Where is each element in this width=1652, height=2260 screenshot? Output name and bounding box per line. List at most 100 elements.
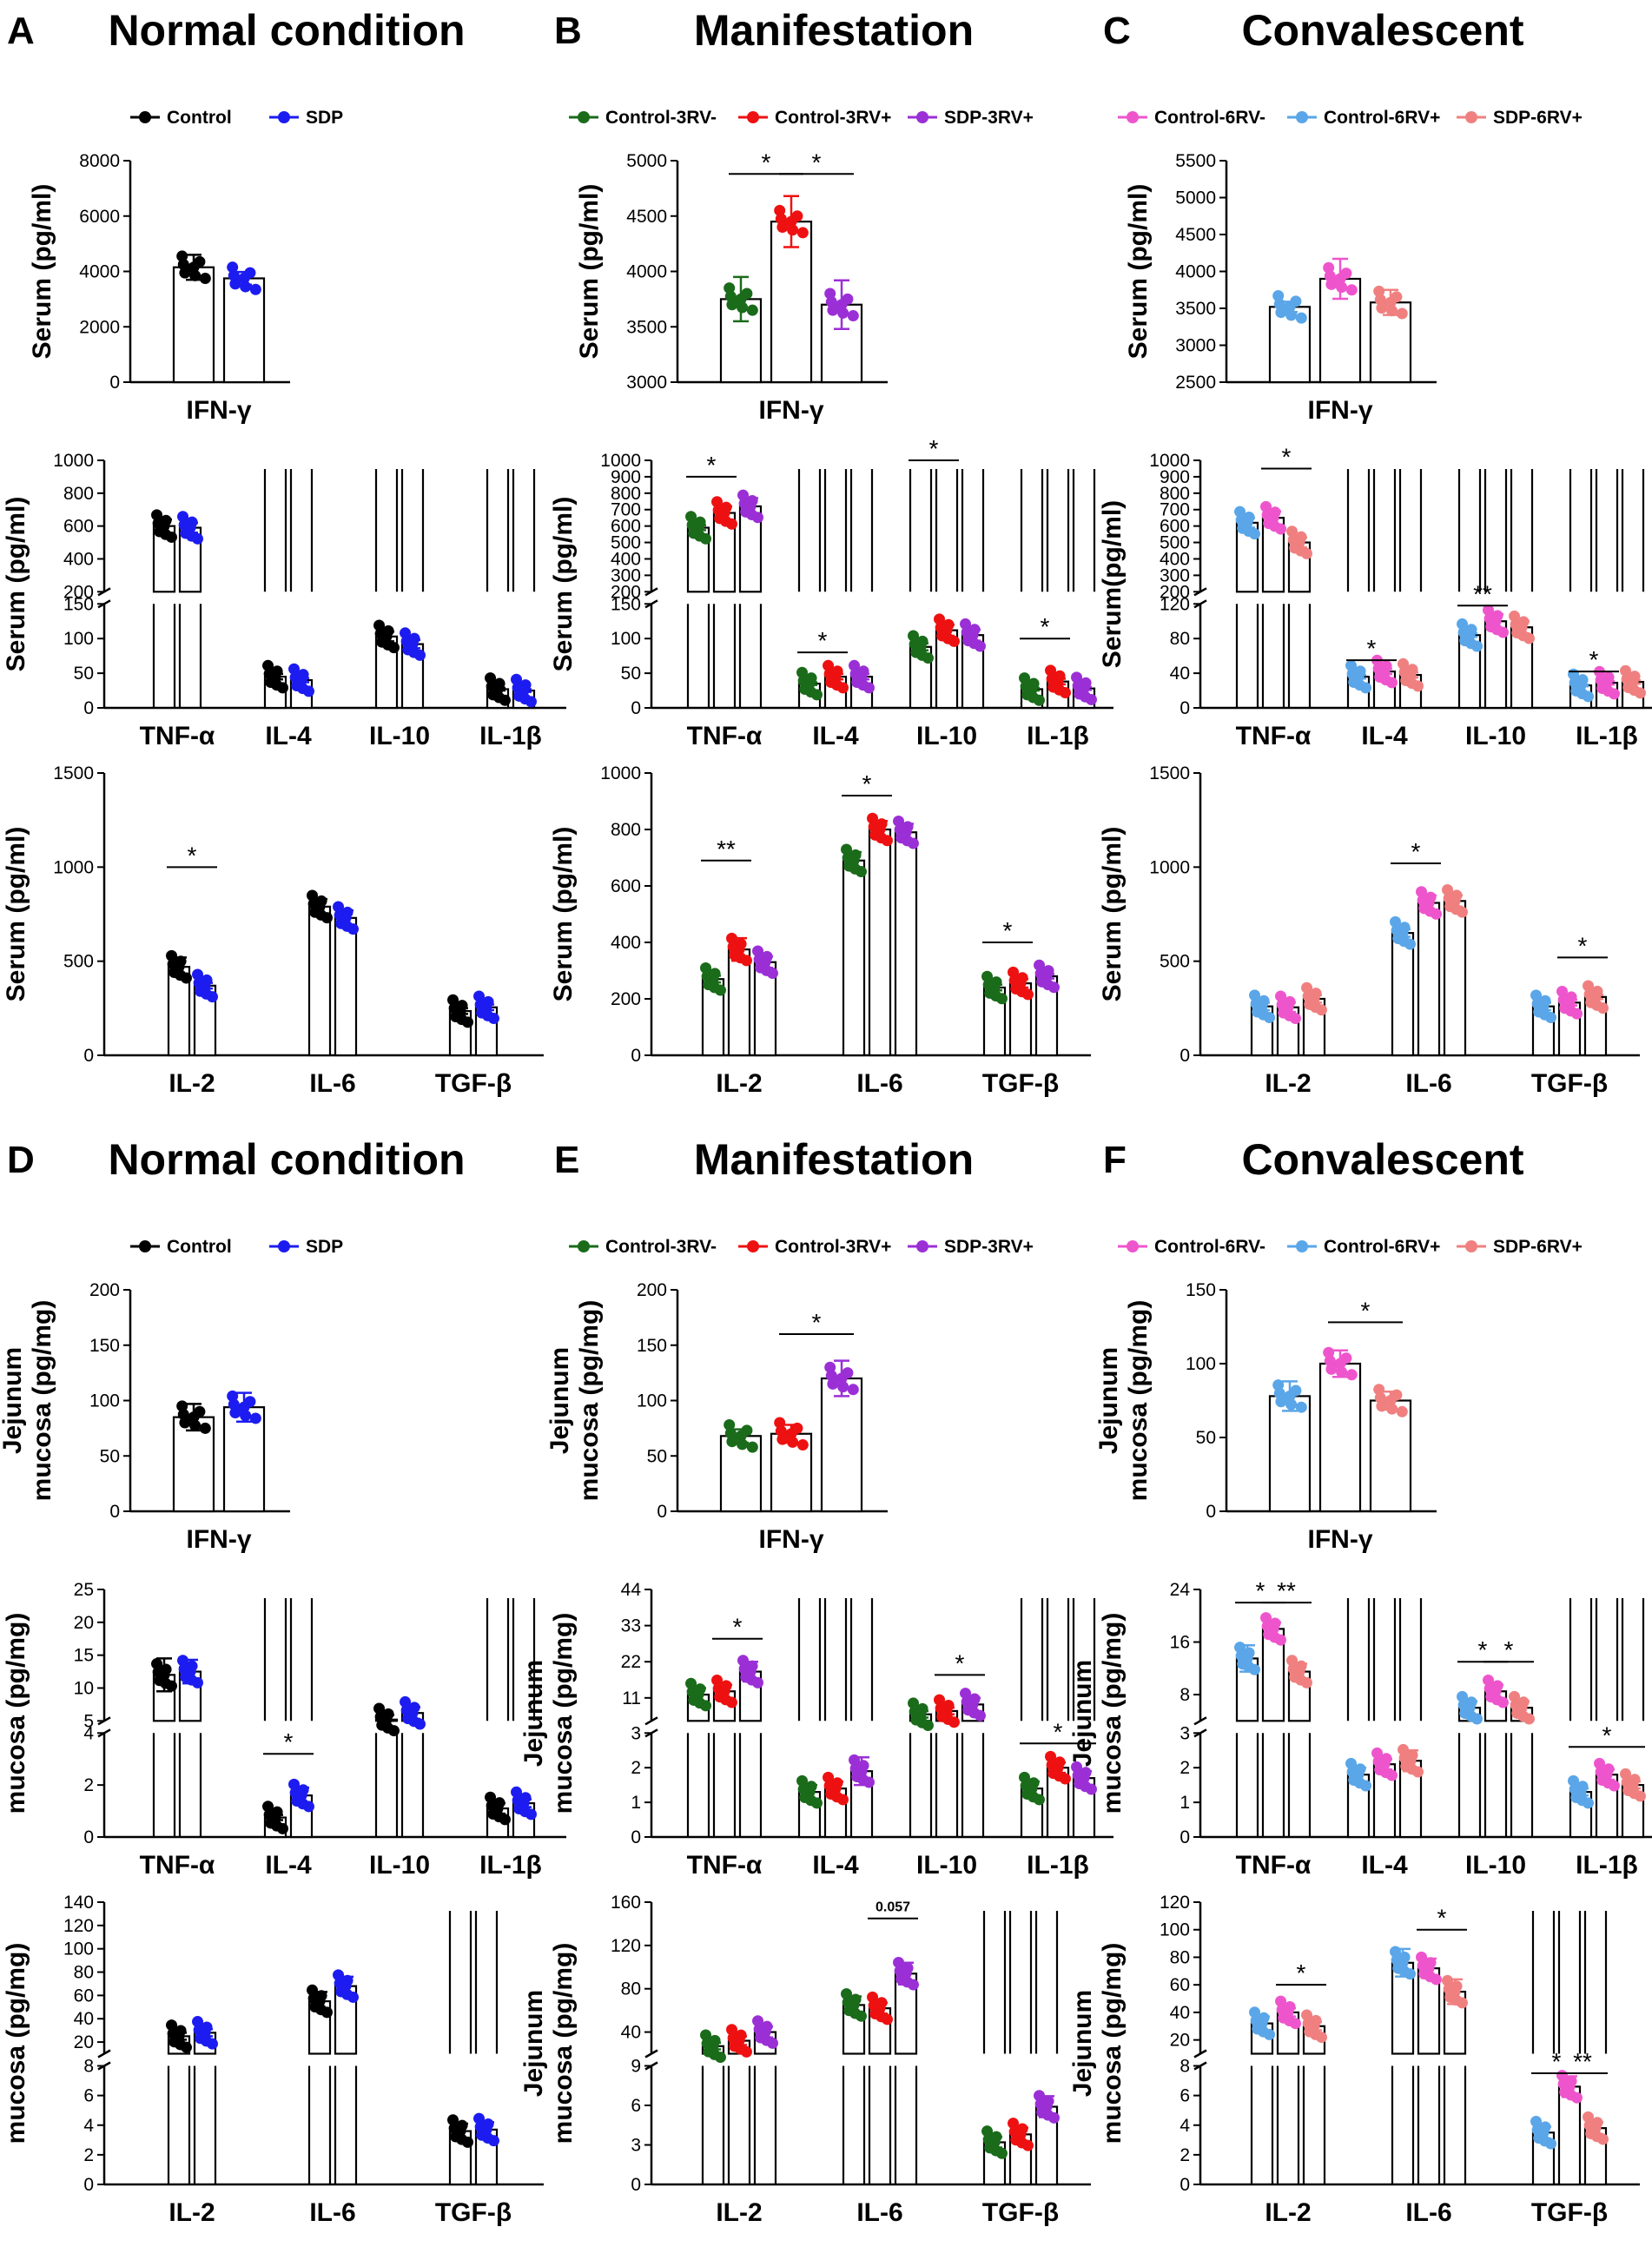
significance-mark: * [955, 1649, 965, 1676]
bar [770, 221, 813, 384]
data-point [227, 261, 239, 274]
data-point [849, 659, 861, 671]
chart-2: 0 500 1000 1500 Serum (pg/ml) IL-2 IL-6 TGF-β * * [1098, 763, 1640, 1098]
y-tick-label: 700 [1160, 500, 1190, 520]
y-tick-label: 2 [83, 1775, 94, 1795]
y-tick-label: 20 [74, 2032, 94, 2052]
data-point [1234, 506, 1246, 518]
y-axis-label: mucosa (pg/mg) [575, 1300, 604, 1502]
y-tick-label: 600 [63, 517, 94, 537]
data-point [746, 495, 758, 507]
data-point [1324, 270, 1336, 282]
y-tick-label: 11 [622, 1688, 641, 1708]
y-axis-label: Jejunum [1068, 1660, 1097, 1767]
data-point [685, 1677, 697, 1689]
y-tick-label: 0 [83, 698, 94, 718]
data-point [1565, 991, 1577, 1003]
data-point [1354, 1763, 1366, 1775]
x-category-label: IL-10 [1465, 722, 1526, 750]
data-point [825, 1370, 837, 1382]
y-tick-label: 5500 [1175, 151, 1216, 171]
data-point [1530, 2115, 1543, 2127]
significance-mark: * [1367, 635, 1377, 662]
y-axis-label: Jejunum [0, 1660, 1, 1767]
y-tick-label: 4000 [1175, 262, 1216, 282]
data-point [229, 1407, 241, 1419]
x-category-label: IL-1β [1027, 722, 1089, 750]
data-point [1583, 980, 1595, 992]
y-tick-label: 4 [83, 1723, 94, 1743]
y-tick-label: 4 [1180, 2116, 1190, 2136]
y-axis-label: Jejunum [519, 1660, 548, 1767]
legend-label: Control-3RV+ [775, 1237, 891, 1257]
y-axis-label: Serum (pg/ml) [2, 497, 30, 672]
data-point [805, 672, 817, 684]
data-point [456, 2119, 468, 2131]
y-tick-label: 4500 [1175, 225, 1216, 245]
y-tick-label: 200 [63, 582, 94, 602]
data-point [199, 273, 211, 285]
data-point [825, 1788, 837, 1801]
data-point [827, 304, 839, 316]
data-point [519, 1792, 532, 1804]
legend-label: SDP-6RV+ [1493, 108, 1583, 128]
data-point [1373, 1384, 1385, 1396]
data-point [1345, 1757, 1358, 1769]
y-tick-label: 4000 [626, 262, 667, 282]
data-point [1424, 891, 1437, 903]
y-tick-label: 120 [1160, 1893, 1190, 1913]
data-point [1336, 1366, 1348, 1378]
data-point [1386, 305, 1398, 317]
legend: Control-3RV- Control-3RV+ SDP-3RV+ [569, 1237, 1034, 1257]
data-point [400, 1695, 412, 1708]
x-category-label: IL-10 [369, 1851, 430, 1880]
y-tick-label: 100 [63, 1940, 94, 1959]
data-point [857, 665, 869, 677]
data-point [189, 269, 202, 281]
y-tick-label: 80 [74, 1963, 94, 1983]
axis-break-mark [97, 2049, 111, 2058]
y-tick-label: 9 [631, 2057, 641, 2077]
y-tick-label: 120 [611, 1936, 641, 1956]
data-point [823, 1771, 835, 1783]
data-point [796, 1774, 809, 1787]
data-point [1019, 672, 1031, 684]
data-point [737, 1438, 749, 1450]
axis-break-mark [1193, 1716, 1207, 1726]
data-point [746, 1441, 758, 1453]
legend-marker [1296, 111, 1308, 123]
y-axis-label: Jejunum [545, 1347, 574, 1454]
data-point [934, 613, 946, 625]
x-category-label: TGF-β [435, 2198, 512, 2227]
panel-title: Convalescent [1241, 1135, 1523, 1184]
x-category-label: TGF-β [1531, 2198, 1608, 2227]
y-tick-label: 0 [1206, 1502, 1216, 1522]
x-category-label: TGF-β [982, 1069, 1059, 1098]
data-point [1340, 1352, 1352, 1365]
data-point [297, 1784, 309, 1796]
panel-letter: D [7, 1139, 35, 1181]
data-point [199, 1422, 211, 1434]
data-point [1008, 2118, 1020, 2130]
data-point [1594, 1757, 1606, 1769]
bar [868, 828, 892, 1057]
y-tick-label: 300 [1160, 565, 1190, 585]
data-point [341, 906, 354, 918]
data-point [176, 250, 188, 262]
chart-0: 0 50 100 150 200 Jejunum mucosa (pg/mg) IFN-γ * [545, 1280, 888, 1554]
data-point [796, 666, 809, 678]
y-tick-label: 3500 [626, 317, 667, 337]
data-point [1398, 922, 1411, 934]
data-point [1556, 986, 1569, 998]
significance-mark: * [812, 1309, 822, 1336]
y-tick-label: 6 [83, 2086, 94, 2106]
data-point [729, 2040, 741, 2052]
data-point [1345, 284, 1358, 296]
legend-label: Control-3RV- [605, 1237, 717, 1257]
x-category-label: IL-6 [856, 2198, 902, 2227]
data-point [1080, 677, 1092, 689]
data-point [1278, 2012, 1290, 2024]
bar [1268, 1395, 1312, 1513]
data-point [1398, 658, 1410, 670]
data-point [700, 961, 712, 974]
